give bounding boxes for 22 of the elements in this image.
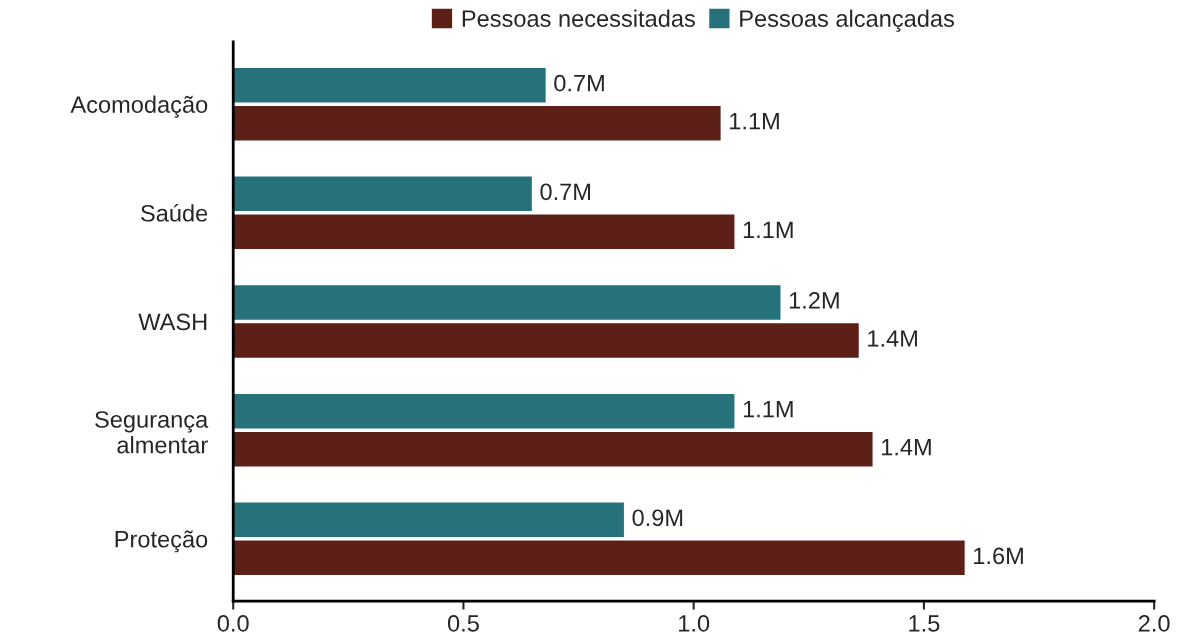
data-label: 1.4M — [868, 330, 917, 347]
data-label: 0.7M — [554, 74, 604, 92]
y-tick-label: Acomodação — [70, 95, 208, 118]
x-tick-label: 0.5 — [447, 615, 479, 632]
legend-label: Pessoas alcançadas — [740, 9, 954, 32]
data-label: 1.1M — [743, 221, 793, 238]
data-label: 1.2M — [789, 292, 839, 309]
x-tick-label: 1.5 — [909, 615, 940, 632]
data-label: 1.1M — [730, 113, 779, 130]
x-tick-label: 2.0 — [1138, 615, 1170, 632]
y-tick-label: Proteção — [115, 530, 208, 553]
data-label: 0.7M — [540, 183, 591, 201]
data-label: 1.6M — [974, 547, 1023, 565]
data-label: 1.4M — [882, 439, 931, 456]
data-label: 0.9M — [632, 509, 683, 527]
x-tick-label: 1.0 — [679, 615, 710, 632]
y-tick-label: Saúde — [141, 204, 208, 222]
x-tick-label: 0.0 — [217, 615, 249, 632]
legend-label: Pessoas necessitadas — [462, 9, 695, 27]
y-tick-label: WASH — [138, 313, 207, 331]
y-tick-label: Segurança almentar — [95, 411, 209, 454]
data-label: 1.1M — [743, 401, 793, 418]
